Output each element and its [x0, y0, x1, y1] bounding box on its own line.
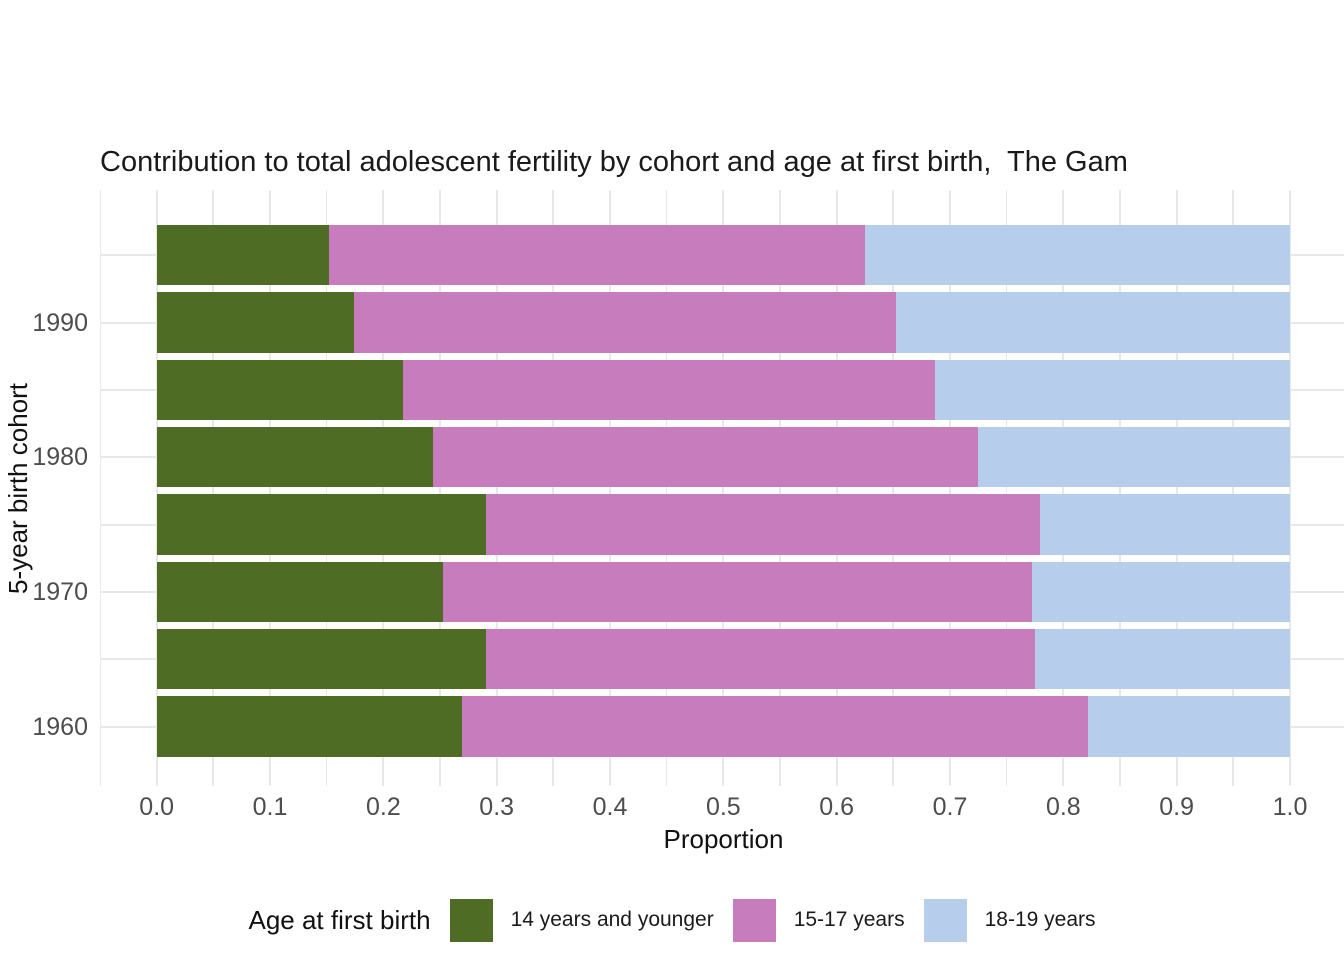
plot-panel: [100, 190, 1344, 786]
vertical-gridline: [892, 190, 894, 786]
bar-segment: [433, 427, 979, 488]
x-axis-tick-label: 0.0: [139, 793, 175, 821]
bar-segment: [865, 225, 1290, 286]
legend-item: 14 years and younger: [449, 898, 714, 942]
bar-segment: [935, 359, 1290, 420]
vertical-gridline: [835, 190, 838, 786]
legend-item: 18-19 years: [923, 898, 1096, 942]
x-axis-tick-label: 0.2: [365, 793, 401, 821]
bar-segment: [1088, 696, 1290, 757]
bar-segment: [156, 494, 487, 555]
bar-segment: [1031, 561, 1290, 623]
bar-segment: [328, 225, 865, 286]
legend-item: 15-17 years: [732, 898, 905, 942]
vertical-gridline: [269, 190, 272, 786]
vertical-gridline: [212, 190, 214, 786]
bar-segment: [156, 427, 434, 488]
bar-segment: [156, 292, 354, 353]
vertical-gridline: [325, 190, 328, 786]
vertical-gridline: [439, 190, 441, 786]
legend-label: 18-19 years: [984, 908, 1096, 931]
chart-title: Contribution to total adolescent fertili…: [100, 146, 1128, 178]
legend: Age at first birth 14 years and younger …: [0, 896, 1344, 944]
vertical-gridline: [495, 190, 498, 786]
bar-segment: [978, 427, 1290, 488]
x-axis-tick-label: 0.1: [252, 793, 288, 821]
x-axis-tick-label: 0.3: [479, 793, 515, 821]
y-axis-tick-label: 1980: [32, 443, 88, 472]
vertical-gridline: [949, 190, 951, 786]
x-axis-title: Proportion: [663, 824, 784, 854]
bar-segment: [443, 561, 1032, 623]
vertical-gridline: [1232, 190, 1234, 786]
legend-swatch: [923, 898, 967, 942]
vertical-gridline: [1005, 190, 1008, 786]
bar-segment: [156, 629, 487, 690]
bar-segment: [156, 359, 403, 420]
x-axis-tick-label: 0.4: [592, 793, 628, 821]
bar-segment: [353, 292, 896, 353]
vertical-gridline: [665, 190, 668, 786]
vertical-gridline: [1062, 190, 1065, 786]
legend-swatch: [732, 898, 776, 942]
x-axis-tick-label: 0.7: [932, 793, 968, 821]
bar-segment: [486, 494, 1040, 555]
legend-title: Age at first birth: [248, 904, 431, 935]
bar-segment: [156, 225, 329, 286]
x-axis-tick-label: 0.8: [1045, 793, 1081, 821]
vertical-gridline: [1119, 190, 1121, 786]
y-axis-tick-label: 1990: [32, 308, 88, 337]
bar-segment: [1039, 494, 1290, 555]
bar-segment: [156, 561, 444, 623]
x-axis-tick-label: 0.6: [819, 793, 855, 821]
vertical-gridline: [609, 190, 612, 786]
vertical-gridline: [552, 190, 554, 786]
x-axis-tick-label: 0.5: [705, 793, 741, 821]
vertical-gridline: [100, 190, 101, 786]
legend-label: 15-17 years: [793, 908, 905, 931]
x-axis-tick-label: 0.9: [1159, 793, 1195, 821]
vertical-gridline: [1289, 190, 1291, 786]
y-axis-title-box: 5-year birth cohort: [0, 190, 36, 786]
vertical-gridline: [155, 190, 158, 786]
bar-segment: [895, 292, 1290, 353]
bar-segment: [486, 629, 1035, 690]
y-axis-tick-label: 1970: [32, 577, 88, 606]
legend-swatch: [449, 898, 493, 942]
vertical-gridline: [1175, 190, 1178, 786]
vertical-gridline: [382, 190, 385, 786]
bar-segment: [156, 696, 462, 757]
vertical-gridline: [779, 190, 781, 786]
legend-label: 14 years and younger: [510, 908, 714, 931]
vertical-gridline: [722, 190, 725, 786]
bar-segment: [1035, 629, 1290, 690]
y-axis-title: 5-year birth cohort: [2, 382, 33, 594]
x-axis-tick-label: 1.0: [1272, 793, 1308, 821]
y-axis-tick-label: 1960: [32, 712, 88, 741]
bar-segment: [402, 359, 936, 420]
bar-segment: [461, 696, 1089, 757]
